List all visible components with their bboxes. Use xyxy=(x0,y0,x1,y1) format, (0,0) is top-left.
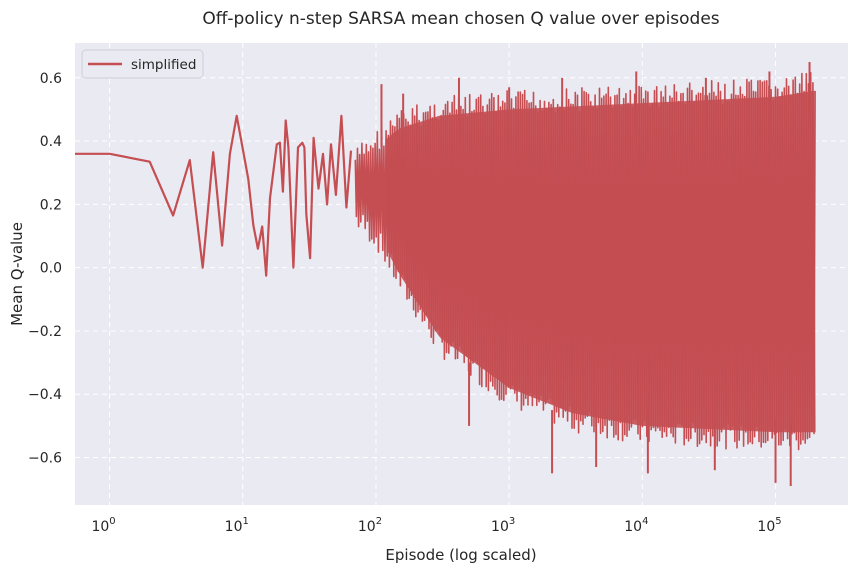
y-tick-label: −0.4 xyxy=(28,387,62,403)
legend: simplified xyxy=(81,49,204,79)
legend-box xyxy=(81,49,204,79)
x-tick-labels: 100 101 102 103 104 105 xyxy=(91,516,781,535)
legend-label-simplified: simplified xyxy=(131,57,196,73)
y-tick-label: −0.2 xyxy=(28,324,62,340)
series-layer xyxy=(75,61,816,487)
y-axis-label: Mean Q-value xyxy=(8,222,26,326)
y-tick-label: 0.0 xyxy=(40,261,62,277)
y-tick-label: 0.2 xyxy=(40,197,62,213)
y-tick-label: 0.4 xyxy=(40,134,62,150)
series-band-fill-simplified xyxy=(385,90,816,433)
x-axis-label: Episode (log scaled) xyxy=(385,546,536,564)
x-tick-label: 104 xyxy=(624,516,648,535)
x-tick-label: 105 xyxy=(757,516,781,535)
x-tick-label: 102 xyxy=(358,516,382,535)
y-tick-label: 0.6 xyxy=(40,71,62,87)
x-tick-label: 103 xyxy=(491,516,515,535)
x-tick-label: 101 xyxy=(225,516,249,535)
y-tick-label: −0.6 xyxy=(28,451,62,467)
y-tick-labels: 0.6 0.4 0.2 0.0 −0.2 −0.4 −0.6 xyxy=(28,71,62,467)
series-line-simplified xyxy=(75,114,353,277)
chart-title: Off-policy n-step SARSA mean chosen Q va… xyxy=(202,9,719,29)
x-tick-label: 100 xyxy=(91,516,115,535)
